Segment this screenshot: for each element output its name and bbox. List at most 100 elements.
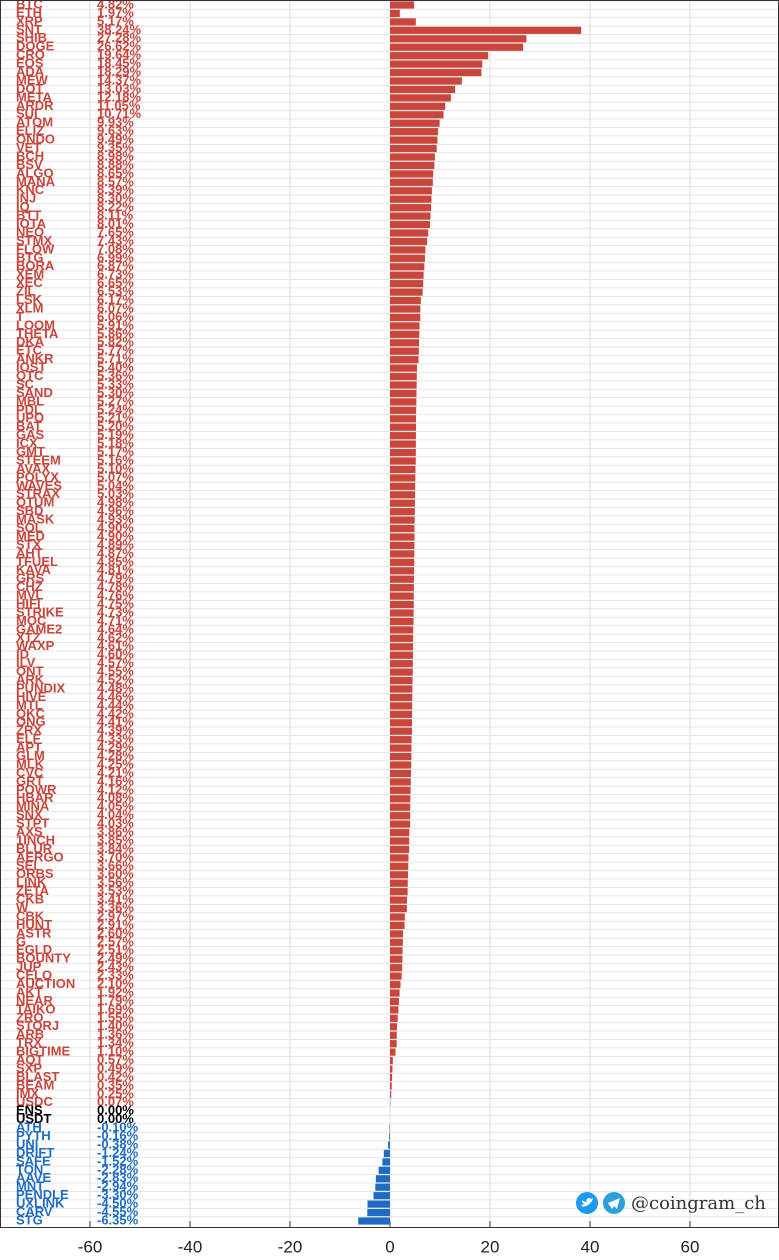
bar — [390, 170, 433, 177]
bar — [390, 255, 425, 262]
x-tick-label: 40 — [581, 1237, 600, 1255]
bar — [390, 863, 408, 870]
bar — [390, 660, 413, 667]
bar — [390, 314, 420, 321]
bar — [390, 1091, 391, 1098]
bar — [390, 973, 402, 980]
bar — [390, 103, 445, 110]
bar — [390, 179, 433, 186]
watermark: @coingram_ch — [576, 1192, 766, 1214]
x-tick-label: -60 — [78, 1237, 103, 1255]
bar — [390, 221, 430, 228]
bar — [390, 939, 403, 946]
x-tick-label: -20 — [278, 1237, 303, 1255]
bar — [390, 584, 414, 591]
bar — [390, 491, 415, 498]
bar — [390, 913, 405, 920]
bar — [390, 685, 412, 692]
bar — [390, 77, 462, 84]
bar — [390, 601, 414, 608]
bar — [390, 652, 413, 659]
bar — [390, 390, 417, 397]
bar — [390, 508, 415, 515]
bar — [390, 381, 417, 388]
bar — [390, 297, 421, 304]
bar — [390, 956, 402, 963]
bar — [390, 1015, 398, 1022]
bar — [390, 457, 416, 464]
bar — [390, 897, 407, 904]
bar — [390, 348, 419, 355]
bar — [390, 550, 414, 557]
bar — [390, 1040, 397, 1047]
watermark-text: @coingram_ch — [631, 1193, 766, 1214]
bar — [390, 52, 488, 59]
bar — [390, 1057, 393, 1064]
bar — [390, 576, 414, 583]
bar — [390, 432, 416, 439]
bar — [390, 238, 427, 245]
bar — [384, 1150, 390, 1157]
bar — [390, 449, 416, 456]
bar — [390, 213, 431, 220]
bar — [390, 559, 414, 566]
bar — [390, 1065, 392, 1072]
bar — [390, 441, 416, 448]
bar — [382, 1158, 390, 1165]
bar — [390, 821, 410, 828]
bar — [390, 111, 444, 118]
bar — [390, 854, 409, 861]
bar — [390, 1032, 397, 1039]
bar — [390, 466, 416, 473]
bar — [390, 398, 416, 405]
bar — [390, 533, 415, 540]
bar — [390, 322, 420, 329]
bar — [390, 567, 414, 574]
bar — [390, 812, 410, 819]
bar — [390, 778, 411, 785]
bar — [390, 272, 424, 279]
bar — [390, 94, 451, 101]
bar — [390, 702, 412, 709]
bar — [390, 542, 414, 549]
bar — [390, 339, 419, 346]
bar — [390, 415, 416, 422]
bar — [390, 626, 413, 633]
bar — [390, 989, 400, 996]
bar — [390, 669, 413, 676]
bar — [390, 153, 435, 160]
bar — [390, 162, 434, 169]
bar — [390, 407, 416, 414]
bar — [390, 761, 411, 768]
x-tick-label: 0 — [385, 1237, 394, 1255]
bar — [390, 1, 414, 8]
bar — [390, 888, 408, 895]
bar — [388, 1141, 390, 1148]
bar — [376, 1175, 390, 1182]
bar — [390, 787, 411, 794]
bar — [390, 373, 417, 380]
bar — [390, 69, 481, 76]
bar — [390, 1049, 396, 1056]
bar — [390, 846, 409, 853]
bar — [390, 61, 482, 68]
bar — [390, 289, 423, 296]
bar — [390, 263, 424, 270]
bar — [390, 18, 416, 25]
bar — [390, 1006, 398, 1013]
bar — [367, 1209, 390, 1216]
bar — [390, 804, 410, 811]
bar — [390, 365, 417, 372]
value-label: -6.35% — [97, 1212, 139, 1227]
bar — [390, 1023, 397, 1030]
bar — [390, 128, 438, 135]
bar — [390, 525, 415, 532]
bar — [390, 837, 409, 844]
bar — [390, 795, 410, 802]
bar — [390, 120, 440, 127]
bar — [390, 1125, 391, 1132]
bar — [390, 753, 411, 760]
bar — [390, 998, 399, 1005]
bar — [390, 356, 419, 363]
